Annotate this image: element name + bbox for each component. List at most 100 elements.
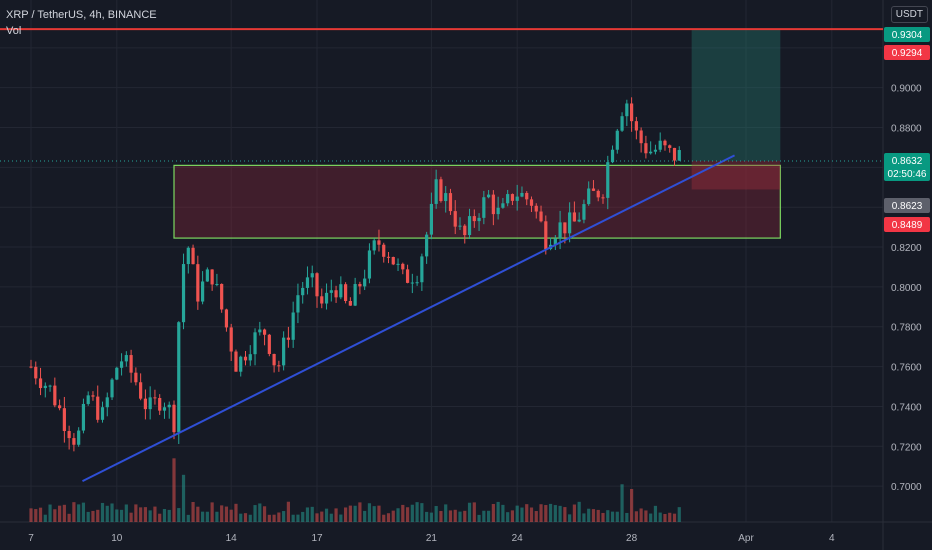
symbol-title[interactable]: XRP / TetherUS, 4h, BINANCE xyxy=(6,9,157,21)
candle xyxy=(272,353,276,366)
volume-bar xyxy=(410,504,414,522)
candle xyxy=(53,385,57,406)
volume-bar xyxy=(344,507,348,522)
candle xyxy=(677,150,681,161)
candle xyxy=(668,145,672,148)
target-zone xyxy=(691,29,781,161)
volume-bar xyxy=(601,512,605,522)
candle xyxy=(205,269,209,282)
volume-bar xyxy=(139,507,143,522)
candle xyxy=(324,292,329,304)
candle xyxy=(610,149,615,163)
volume-bar xyxy=(677,507,681,522)
volume-bar xyxy=(258,503,262,522)
price-tag-text: 0.9294 xyxy=(892,48,923,59)
volume-bar xyxy=(248,514,252,522)
candle xyxy=(348,301,352,306)
candle xyxy=(491,194,495,215)
candle xyxy=(563,222,567,234)
candle xyxy=(525,192,529,200)
volume-bar xyxy=(563,507,567,522)
candle xyxy=(453,211,457,227)
countdown-text: 02:50:46 xyxy=(888,169,927,180)
candle xyxy=(615,130,619,150)
candle xyxy=(153,397,157,399)
volume-bar xyxy=(448,510,453,522)
volume-bar xyxy=(553,505,557,522)
candle xyxy=(372,240,376,251)
volume-bar xyxy=(158,513,162,522)
candle xyxy=(301,287,305,296)
price-tag: 0.9304 xyxy=(884,27,930,42)
candle xyxy=(282,337,286,366)
candle xyxy=(86,395,90,404)
volume-bar xyxy=(243,513,248,522)
volume-bar xyxy=(377,505,381,522)
volume-bar xyxy=(482,510,486,522)
volume-bar xyxy=(291,514,295,522)
volume-bar xyxy=(520,507,524,522)
candle xyxy=(344,284,348,302)
volume-bar xyxy=(620,484,624,522)
candle xyxy=(286,337,290,340)
candle xyxy=(367,250,372,279)
support-zone xyxy=(173,164,781,239)
volume-bar xyxy=(324,508,329,522)
y-tick-label: 0.9000 xyxy=(891,84,922,95)
volume-bar xyxy=(401,504,405,522)
candle xyxy=(425,234,429,257)
candle xyxy=(434,179,438,204)
volume-bar xyxy=(515,505,519,522)
volume-bar xyxy=(649,513,653,522)
volume-bar xyxy=(320,511,324,522)
volume-bar xyxy=(434,506,438,522)
volume-bar xyxy=(467,502,472,522)
candle xyxy=(415,282,419,284)
x-tick-label: 17 xyxy=(311,533,323,544)
currency-label[interactable]: USDT xyxy=(890,6,928,23)
candle xyxy=(291,312,295,340)
candle xyxy=(429,203,433,235)
candle xyxy=(91,395,95,397)
volume-bar xyxy=(315,513,319,522)
y-tick-label: 0.7400 xyxy=(891,402,922,413)
candle xyxy=(487,194,491,198)
volume-bar xyxy=(610,511,615,522)
volume-indicator-label[interactable]: Vol xyxy=(6,25,22,37)
volume-bar xyxy=(439,511,443,522)
candle xyxy=(410,282,414,284)
y-tick-label: 0.7200 xyxy=(891,442,922,453)
candle xyxy=(277,365,281,367)
price-tag-text: 0.8489 xyxy=(892,220,923,231)
volume-bar xyxy=(105,505,109,522)
candle xyxy=(29,366,33,368)
volume-group xyxy=(29,458,681,522)
volume-bar xyxy=(43,514,47,522)
x-tick-label: 10 xyxy=(111,533,123,544)
candle xyxy=(334,290,338,298)
volume-bar xyxy=(487,510,491,522)
candle xyxy=(506,194,510,204)
candle xyxy=(305,277,310,288)
candle xyxy=(477,217,481,222)
price-tag: 0.8632 02:50:46 xyxy=(884,152,930,181)
volume-bar xyxy=(429,512,433,522)
volume-bar xyxy=(615,511,619,522)
candle xyxy=(591,188,596,191)
volume-bar xyxy=(463,510,467,522)
candle xyxy=(630,103,634,122)
volume-bar xyxy=(91,510,95,522)
candle xyxy=(339,284,343,298)
volume-bar xyxy=(220,505,224,522)
candle xyxy=(210,269,214,285)
candle xyxy=(649,151,653,154)
candle xyxy=(296,295,300,313)
volume-bar xyxy=(525,504,529,522)
x-tick-label: 24 xyxy=(512,533,524,544)
volume-bar xyxy=(510,510,515,522)
candle xyxy=(620,116,624,131)
candle xyxy=(38,378,43,389)
volume-bar xyxy=(630,488,634,522)
candle xyxy=(229,327,233,352)
